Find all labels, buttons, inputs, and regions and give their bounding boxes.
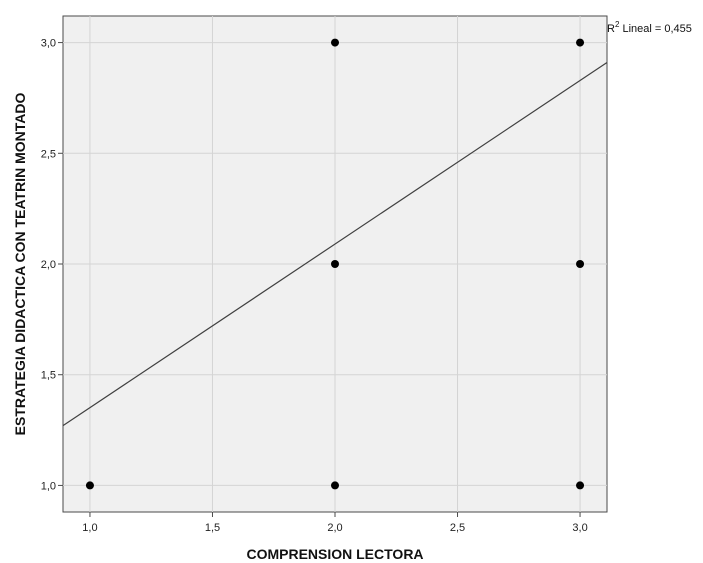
y-tick-label: 3,0: [41, 38, 56, 50]
data-point: [576, 481, 585, 490]
y-tick-label: 2,5: [41, 148, 56, 160]
data-point: [331, 260, 339, 268]
data-points: [85, 38, 585, 490]
fit-line-group: [62, 62, 608, 427]
y-tick-label: 1,0: [41, 480, 56, 492]
y-axis-title: ESTRATEGIA DIDACTICA CON TEATRIN MONTADO: [12, 93, 28, 436]
fit-line: [62, 62, 608, 427]
data-point: [331, 38, 339, 47]
y-tick-label: 2,0: [41, 259, 56, 271]
x-tick-label: 2,0: [327, 522, 342, 534]
x-tick-label: 3,0: [572, 522, 587, 534]
x-tick-label: 2,5: [450, 522, 465, 534]
r-squared-label: R2 Lineal = 0,455: [607, 20, 692, 35]
data-point: [576, 260, 585, 268]
x-tick-labels: 1,0 1,5 2,0 2,5 3,0: [82, 522, 587, 534]
r-squared-text: Lineal = 0,455: [619, 23, 691, 35]
r-squared-prefix: R: [607, 23, 615, 35]
y-tick-label: 1,5: [41, 370, 56, 382]
y-tick-labels: 1,0 1,5 2,0 2,5 3,0: [41, 38, 56, 493]
data-point: [576, 38, 585, 47]
axis-ticks: [58, 42, 581, 517]
data-point: [331, 481, 339, 490]
x-tick-label: 1,5: [205, 522, 220, 534]
x-axis-title: COMPRENSION LECTORA: [246, 546, 423, 562]
x-tick-label: 1,0: [82, 522, 97, 534]
data-point: [85, 481, 94, 490]
r-squared-superscript: 2: [615, 20, 620, 29]
